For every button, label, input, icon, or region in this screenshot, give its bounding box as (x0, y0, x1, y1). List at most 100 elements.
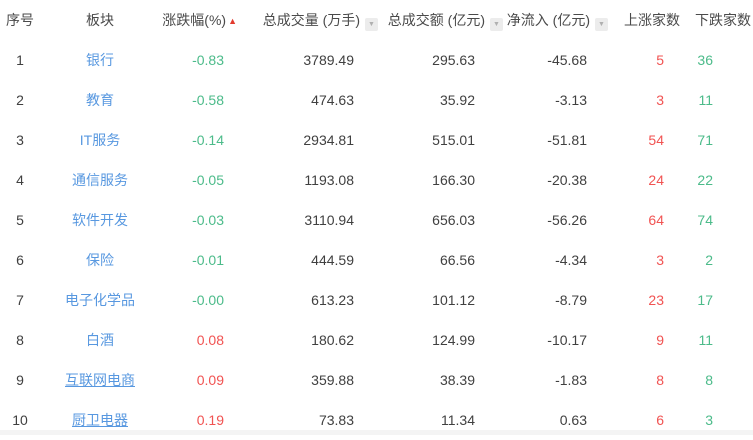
net-inflow-value: -8.79 (555, 292, 587, 308)
net-inflow-value: -45.68 (547, 52, 587, 68)
down-count-value: 22 (697, 172, 713, 188)
header-down-count: 下跌家数 (695, 0, 753, 40)
down-count-value: 3 (705, 412, 713, 428)
total-turnover-value: 35.92 (439, 92, 475, 108)
change-percent-value: -0.58 (192, 92, 224, 108)
change-percent-value: -0.01 (192, 252, 224, 268)
sector-link[interactable]: 厨卫电器 (72, 412, 128, 428)
up-count-value: 23 (648, 292, 664, 308)
change-percent-value: -0.00 (192, 292, 224, 308)
row-index: 4 (16, 172, 24, 188)
total-turnover-value: 11.34 (441, 412, 475, 428)
table-row: 3 IT服务 -0.14 2934.81 515.01 -51.81 54 71 (0, 120, 753, 160)
bottom-edge-strip (0, 430, 753, 435)
up-count-value: 3 (656, 92, 664, 108)
sector-link[interactable]: 电子化学品 (65, 292, 135, 308)
header-up-count: 上涨家数 (610, 0, 695, 40)
header-turnover-label: 总成交额 (亿元) (387, 11, 485, 28)
up-count-value: 8 (656, 372, 664, 388)
change-percent-value: 0.19 (196, 412, 224, 428)
sector-link[interactable]: IT服务 (79, 132, 121, 148)
row-index: 7 (16, 292, 24, 308)
sector-link[interactable]: 通信服务 (72, 172, 128, 188)
net-inflow-value: -56.26 (547, 212, 587, 228)
sector-link[interactable]: 银行 (86, 52, 114, 68)
change-percent-value: 0.09 (196, 372, 224, 388)
header-net-inflow[interactable]: 净流入 (亿元) ▼ (505, 0, 610, 40)
table-row: 10 厨卫电器 0.19 73.83 11.34 0.63 6 3 (0, 400, 753, 440)
change-percent-value: -0.03 (192, 212, 224, 228)
total-volume-value: 359.88 (311, 372, 354, 388)
up-count-value: 54 (648, 132, 664, 148)
header-volume-label: 总成交量 (万手) (262, 11, 360, 28)
sort-icon[interactable]: ▼ (365, 17, 378, 31)
net-inflow-value: -20.38 (547, 172, 587, 188)
header-total-turnover[interactable]: 总成交额 (亿元) ▼ (380, 0, 505, 40)
down-count-value: 8 (705, 372, 713, 388)
table-row: 7 电子化学品 -0.00 613.23 101.12 -8.79 23 17 (0, 280, 753, 320)
sector-cell: 银行 (40, 40, 160, 80)
sector-link[interactable]: 教育 (86, 92, 114, 108)
net-inflow-value: -4.34 (555, 252, 587, 268)
header-row: 序号 板块 涨跌幅(%) ▲ 总成交量 (万手) ▼ 总成交额 (亿元) ▼ 净流入 … (0, 0, 753, 40)
header-down-count-label: 下跌家数 (695, 12, 751, 28)
sector-link[interactable]: 软件开发 (72, 212, 128, 228)
row-index: 3 (16, 132, 24, 148)
down-count-value: 11 (698, 92, 713, 108)
total-turnover-value: 295.63 (432, 52, 475, 68)
total-turnover-value: 656.03 (432, 212, 475, 228)
table-row: 4 通信服务 -0.05 1193.08 166.30 -20.38 24 22 (0, 160, 753, 200)
total-turnover-value: 166.30 (432, 172, 475, 188)
total-volume-value: 3789.49 (303, 52, 354, 68)
total-volume-value: 444.59 (311, 252, 354, 268)
sector-link[interactable]: 白酒 (86, 332, 114, 348)
sector-link[interactable]: 保险 (86, 252, 114, 268)
row-index: 8 (16, 332, 24, 348)
sector-cell: IT服务 (40, 120, 160, 160)
down-count-value: 71 (697, 132, 713, 148)
header-index-label: 序号 (6, 12, 34, 28)
up-count-value: 3 (656, 252, 664, 268)
down-count-value: 36 (697, 52, 713, 68)
total-volume-value: 73.83 (318, 412, 354, 428)
up-count-value: 5 (656, 52, 664, 68)
down-count-value: 11 (698, 332, 713, 348)
header-total-volume[interactable]: 总成交量 (万手) ▼ (240, 0, 380, 40)
down-count-value: 17 (697, 292, 713, 308)
table-row: 8 白酒 0.08 180.62 124.99 -10.17 9 11 (0, 320, 753, 360)
net-inflow-value: 0.63 (559, 412, 587, 428)
net-inflow-value: -10.17 (547, 332, 587, 348)
change-percent-value: 0.08 (196, 332, 224, 348)
sector-cell: 厨卫电器 (40, 400, 160, 440)
total-turnover-value: 38.39 (439, 372, 475, 388)
header-net-inflow-label: 净流入 (亿元) (506, 11, 590, 28)
sector-cell: 保险 (40, 240, 160, 280)
table-row: 2 教育 -0.58 474.63 35.92 -3.13 3 11 (0, 80, 753, 120)
sector-link[interactable]: 互联网电商 (65, 372, 135, 388)
sector-cell: 软件开发 (40, 200, 160, 240)
header-change-percent[interactable]: 涨跌幅(%) ▲ (160, 0, 240, 40)
table-row: 6 保险 -0.01 444.59 66.56 -4.34 3 2 (0, 240, 753, 280)
total-turnover-value: 515.01 (432, 132, 475, 148)
up-count-value: 9 (656, 332, 664, 348)
table-row: 5 软件开发 -0.03 3110.94 656.03 -56.26 64 74 (0, 200, 753, 240)
sector-cell: 电子化学品 (40, 280, 160, 320)
header-index: 序号 (0, 0, 40, 40)
net-inflow-value: -51.81 (547, 132, 587, 148)
header-up-count-label: 上涨家数 (624, 12, 680, 28)
row-index: 1 (16, 52, 24, 68)
row-index: 5 (16, 212, 24, 228)
header-sector: 板块 (40, 0, 160, 40)
change-percent-value: -0.83 (192, 52, 224, 68)
sector-cell: 通信服务 (40, 160, 160, 200)
sector-cell: 互联网电商 (40, 360, 160, 400)
net-inflow-value: -3.13 (555, 92, 587, 108)
total-volume-value: 613.23 (311, 292, 354, 308)
header-change-label: 涨跌幅(%) (162, 12, 227, 28)
total-turnover-value: 101.12 (432, 292, 475, 308)
sort-icon[interactable]: ▼ (490, 17, 503, 31)
up-count-value: 64 (648, 212, 664, 228)
sort-icon[interactable]: ▼ (595, 17, 608, 31)
up-count-value: 6 (656, 412, 664, 428)
total-turnover-value: 124.99 (432, 332, 475, 348)
